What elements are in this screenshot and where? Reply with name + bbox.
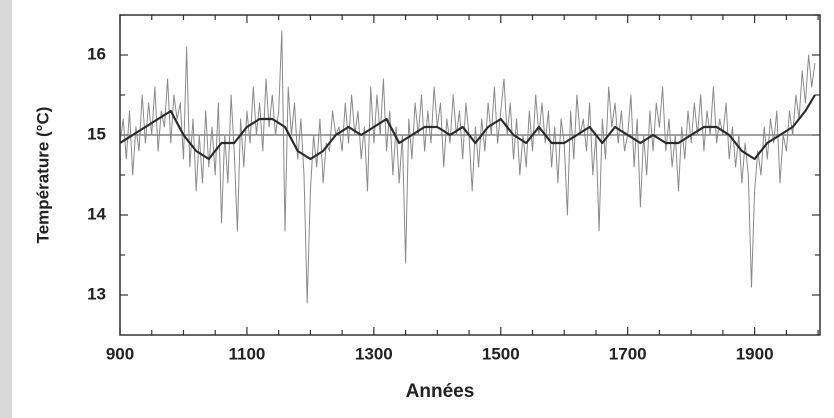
line-series [119, 30, 816, 304]
x-tick-label: 1500 [482, 344, 520, 363]
line-series [119, 94, 816, 161]
x-axis-label: Années [406, 381, 475, 402]
x-tick-label: 900 [106, 344, 134, 363]
y-tick-label: 15 [87, 124, 106, 143]
x-tick-label: 1300 [355, 344, 393, 363]
y-tick-label: 16 [87, 44, 106, 63]
x-tick-label: 1100 [228, 344, 265, 363]
plot-frame [119, 14, 821, 336]
x-tick-label: 1900 [736, 344, 774, 363]
y-tick-label: 14 [87, 204, 106, 223]
x-tick-label: 1700 [609, 344, 647, 363]
y-tick-label: 13 [87, 284, 106, 303]
y-axis-label: Température (°C) [33, 107, 52, 244]
side-strip [0, 0, 12, 418]
